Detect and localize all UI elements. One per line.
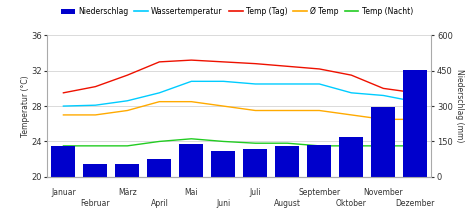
Text: Juli: Juli	[249, 188, 261, 197]
Text: Oktober: Oktober	[336, 199, 367, 208]
Bar	[243, 149, 267, 177]
Bar	[115, 164, 139, 177]
Bar	[147, 159, 172, 177]
Bar	[211, 151, 236, 177]
Bar	[403, 70, 428, 177]
Y-axis label: Temperatur (°C): Temperatur (°C)	[21, 75, 30, 137]
Text: April: April	[150, 199, 168, 208]
Text: März: März	[118, 188, 137, 197]
Bar	[179, 144, 203, 177]
Text: August: August	[274, 199, 301, 208]
Bar	[51, 146, 75, 177]
Bar	[371, 107, 395, 177]
Text: September: September	[298, 188, 340, 197]
Text: November: November	[364, 188, 403, 197]
Text: Dezember: Dezember	[396, 199, 435, 208]
Bar	[307, 145, 331, 177]
Text: Februar: Februar	[81, 199, 110, 208]
Legend: Niederschlag, Wassertemperatur, Temp (Tag), Ø Temp, Temp (Nacht): Niederschlag, Wassertemperatur, Temp (Ta…	[58, 4, 416, 19]
Bar	[339, 137, 364, 177]
Bar	[83, 164, 108, 177]
Text: Januar: Januar	[51, 188, 76, 197]
Text: Mai: Mai	[184, 188, 198, 197]
Y-axis label: Niederschlag (mm): Niederschlag (mm)	[455, 69, 464, 143]
Bar	[275, 146, 300, 177]
Text: Juni: Juni	[216, 199, 230, 208]
